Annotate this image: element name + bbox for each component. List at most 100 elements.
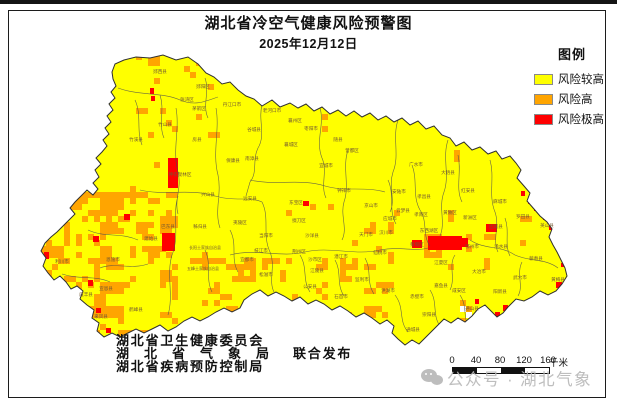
county-label: 鹤峰县	[129, 306, 143, 313]
county-label: 丹江口市	[223, 101, 242, 108]
extreme-risk-spot	[552, 234, 556, 238]
extreme-risk-spot	[151, 96, 155, 101]
county-label: 恩施市	[106, 256, 120, 263]
county-label: 新洲区	[463, 214, 477, 221]
county-label: 张湾区	[180, 96, 194, 103]
county-boundaries	[61, 77, 559, 333]
county-label: 黄梅县	[551, 276, 565, 283]
county-label: 谷城县	[247, 126, 261, 133]
extreme-risk-spot	[303, 201, 309, 206]
legend: 图例 风险较高 风险高 风险极高	[534, 44, 608, 131]
county-label: 郧西县	[153, 68, 167, 75]
county-label: 秭归县	[193, 223, 207, 230]
county-label: 沙市区	[308, 256, 322, 263]
issuer-attribution: 湖北省卫生健康委员会 湖北省气象局 联合发布 湖北省疾病预防控制局	[116, 333, 353, 374]
county-label: 老河口市	[263, 107, 282, 114]
county-label: 通城县	[406, 326, 420, 333]
county-label: 随县	[333, 136, 343, 143]
extreme-risk-spot	[486, 224, 497, 232]
issuer-cdc: 湖北省疾病预防控制局	[116, 358, 265, 374]
extreme-risk-spot	[475, 299, 479, 304]
county-label: 宜都市	[240, 256, 254, 263]
watermark: 公众号 · 湖北气象	[421, 366, 592, 390]
extreme-risk-spot	[452, 238, 468, 247]
county-label: 安陆市	[392, 188, 406, 195]
extreme-risk-spot	[162, 233, 175, 251]
joint-release-label: 联合发布	[293, 345, 353, 361]
issuer-health-commission: 湖北省卫生健康委员会	[116, 333, 265, 348]
county-label: 来凤县	[94, 314, 108, 320]
county-label: 蔡甸区	[410, 241, 424, 248]
county-label: 罗田县	[516, 214, 530, 220]
county-label: 夷陵区	[233, 219, 247, 226]
legend-item-high: 风险高	[534, 91, 608, 107]
legend-title: 图例	[558, 47, 587, 62]
county-labels: 郧西县郧阳区丹江口市 张湾区茅箭区竹山县竹溪县 房县神农架林区 老河口市谷城县保康县南…	[55, 68, 565, 333]
county-label: 通山县	[465, 305, 479, 312]
extreme-risk-spot	[521, 191, 525, 196]
county-label: 襄城区	[284, 141, 298, 148]
county-label: 监利市	[355, 276, 369, 283]
county-label: 京山市	[364, 202, 378, 209]
county-label: 黄陂区	[443, 209, 457, 216]
map-date: 2025年12月12日	[259, 37, 358, 51]
county-label: 长阳土家族自治县	[189, 244, 221, 250]
extreme-risk-spot	[124, 214, 130, 220]
province-outline	[40, 54, 568, 346]
top-black-bar	[0, 0, 617, 4]
county-label: 茅箭区	[192, 105, 206, 112]
county-label: 南漳县	[245, 155, 259, 162]
scale-segment	[525, 368, 549, 373]
extreme-risk-spot	[106, 328, 111, 333]
county-label: 钟祥市	[337, 187, 351, 194]
extreme-risk-spot	[96, 308, 101, 313]
county-label: 保康县	[226, 157, 240, 164]
county-label: 竹山县	[158, 121, 172, 128]
scale-tick: 40	[470, 355, 482, 366]
county-label: 大冶市	[472, 268, 486, 275]
county-label: 建始县	[144, 235, 158, 242]
county-label: 沙洋县	[305, 232, 319, 239]
legend-swatch-orange	[534, 93, 553, 105]
county-label: 公安县	[303, 283, 317, 290]
county-label: 竹溪县	[129, 136, 143, 143]
extreme-risk-spot	[556, 243, 560, 247]
county-label: 神农架林区	[169, 171, 192, 178]
legend-label: 风险高	[558, 94, 593, 106]
scale-segment	[453, 368, 477, 373]
county-label: 鄂州市	[465, 243, 479, 250]
county-label: 利川市	[55, 258, 69, 265]
county-label: 阳新县	[493, 288, 507, 295]
county-label: 孝昌县	[417, 194, 431, 200]
county-label: 云梦县	[396, 208, 410, 214]
county-label: 麻城市	[493, 198, 507, 205]
scale-tick: 80	[494, 355, 506, 366]
legend-item-moderate: 风险较高	[534, 71, 608, 87]
county-label: 广水市	[409, 161, 423, 168]
county-label: 曾都区	[345, 147, 359, 154]
county-label: 洪湖市	[381, 287, 395, 294]
scale-tick: 0	[449, 355, 455, 366]
county-label: 应城市	[383, 215, 397, 222]
county-label: 襄州区	[288, 117, 302, 124]
extreme-risk-spot	[44, 252, 49, 259]
county-label: 仙桃市	[373, 249, 387, 256]
county-label: 蕲春县	[529, 255, 543, 262]
county-label: 巴东县	[161, 223, 175, 230]
extreme-risk-spot	[412, 240, 422, 248]
county-label: 东宝区	[289, 199, 303, 205]
county-label: 团风县	[489, 224, 503, 230]
scale-tick: 120	[516, 355, 532, 366]
page-title: 湖北省冷空气健康风险预警图	[204, 15, 413, 32]
county-label: 红安县	[461, 187, 475, 194]
extreme-risk-spot	[503, 305, 508, 311]
scale-unit: 千米	[549, 358, 569, 369]
scale-segment	[501, 368, 525, 373]
extreme-risk-spot	[168, 158, 178, 188]
wechat-icon	[421, 368, 443, 388]
county-label: 当阳市	[259, 232, 273, 239]
county-label: 兴山县	[201, 191, 215, 198]
county-label: 东西湖区	[420, 227, 439, 234]
